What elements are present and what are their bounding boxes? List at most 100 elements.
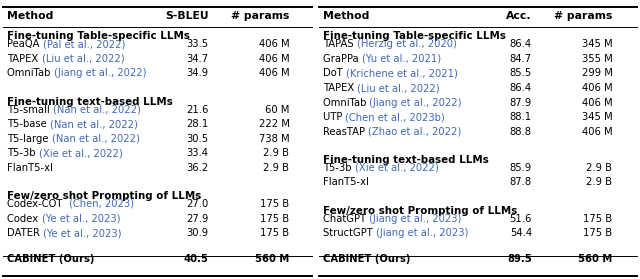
Text: Few/zero shot Prompting of LLMs: Few/zero shot Prompting of LLMs [323,206,517,216]
Text: TAPEX: TAPEX [8,54,42,64]
Text: OmniTab: OmniTab [8,68,54,78]
Text: 88.8: 88.8 [510,127,532,137]
Text: ChatGPT: ChatGPT [323,213,369,223]
Text: (Yu et al., 2021): (Yu et al., 2021) [362,54,441,64]
Text: StructGPT: StructGPT [323,228,376,238]
Text: Acc.: Acc. [506,11,532,21]
Text: 88.1: 88.1 [509,112,532,122]
Text: 175 B: 175 B [584,213,612,223]
Text: # params: # params [554,11,612,21]
Text: 33.5: 33.5 [187,39,209,49]
Text: 2.9 B: 2.9 B [264,163,289,173]
Text: Fine-tuning text-based LLMs: Fine-tuning text-based LLMs [8,97,173,107]
Text: 406 M: 406 M [582,127,612,137]
Text: 2.9 B: 2.9 B [586,177,612,187]
Text: 34.9: 34.9 [187,68,209,78]
Text: 222 M: 222 M [259,119,289,129]
Text: (Jiang et al., 2022): (Jiang et al., 2022) [369,98,462,108]
Text: FlanT5-xl: FlanT5-xl [323,177,369,187]
Text: Codex-COT: Codex-COT [8,199,69,209]
Text: 299 M: 299 M [582,68,612,78]
Text: (Jiang et al., 2023): (Jiang et al., 2023) [376,228,468,238]
Text: 30.5: 30.5 [187,134,209,144]
Text: 27.0: 27.0 [186,199,209,209]
Text: 60 M: 60 M [265,105,289,115]
Text: DATER: DATER [8,228,44,238]
Text: # params: # params [231,11,289,21]
Text: T5-base: T5-base [8,119,51,129]
Text: 345 M: 345 M [582,112,612,122]
Text: 30.9: 30.9 [187,228,209,238]
Text: UTP: UTP [323,112,346,122]
Text: 2.9 B: 2.9 B [264,148,289,158]
Text: (Nan et al., 2022): (Nan et al., 2022) [53,105,141,115]
Text: 34.7: 34.7 [187,54,209,64]
Text: TAPAS: TAPAS [323,39,356,49]
Text: 86.4: 86.4 [509,83,532,93]
Text: (Krichene et al., 2021): (Krichene et al., 2021) [346,68,458,78]
Text: 406 M: 406 M [259,54,289,64]
Text: Fine-tuning Table-specific LLMs: Fine-tuning Table-specific LLMs [323,31,506,41]
Text: 406 M: 406 M [259,39,289,49]
Text: (Herzig et al., 2020): (Herzig et al., 2020) [356,39,456,49]
Text: Codex: Codex [8,213,42,223]
Text: 560 M: 560 M [255,254,289,264]
Text: T5-3b: T5-3b [8,148,39,158]
Text: 36.2: 36.2 [186,163,209,173]
Text: (Ye et al., 2023): (Ye et al., 2023) [44,228,122,238]
Text: (Ye et al., 2023): (Ye et al., 2023) [42,213,120,223]
Text: CABINET (Ours): CABINET (Ours) [323,254,410,264]
Text: 33.4: 33.4 [187,148,209,158]
Text: T5-large: T5-large [8,134,52,144]
Text: Few/zero shot Prompting of LLMs: Few/zero shot Prompting of LLMs [8,191,202,201]
Text: 28.1: 28.1 [186,119,209,129]
Text: T5-3b: T5-3b [323,163,355,173]
Text: 84.7: 84.7 [509,54,532,64]
Text: GraPPa: GraPPa [323,54,362,64]
Text: (Liu et al., 2022): (Liu et al., 2022) [42,54,124,64]
Text: (Chen et al., 2023b): (Chen et al., 2023b) [346,112,445,122]
Text: 86.4: 86.4 [509,39,532,49]
Text: 21.6: 21.6 [186,105,209,115]
Text: 406 M: 406 M [259,68,289,78]
Text: S-BLEU: S-BLEU [165,11,209,21]
Text: (Chen, 2023): (Chen, 2023) [69,199,134,209]
Text: (Xie et al., 2022): (Xie et al., 2022) [39,148,123,158]
Text: (Jiang et al., 2022): (Jiang et al., 2022) [54,68,147,78]
Text: CABINET (Ours): CABINET (Ours) [8,254,95,264]
Text: Fine-tuning Table-specific LLMs: Fine-tuning Table-specific LLMs [8,31,190,41]
Text: (Liu et al., 2022): (Liu et al., 2022) [357,83,440,93]
Text: 54.4: 54.4 [509,228,532,238]
Text: (Zhao et al., 2022): (Zhao et al., 2022) [368,127,461,137]
Text: (Nan et al., 2022): (Nan et al., 2022) [52,134,140,144]
Text: FlanT5-xl: FlanT5-xl [8,163,53,173]
Text: T5-small: T5-small [8,105,53,115]
Text: (Nan et al., 2022): (Nan et al., 2022) [51,119,138,129]
Text: 27.9: 27.9 [186,213,209,223]
Text: 345 M: 345 M [582,39,612,49]
Text: 175 B: 175 B [260,199,289,209]
Text: 175 B: 175 B [260,213,289,223]
Text: 85.9: 85.9 [509,163,532,173]
Text: (Pal et al., 2022): (Pal et al., 2022) [43,39,125,49]
Text: 2.9 B: 2.9 B [586,163,612,173]
Text: Method: Method [8,11,54,21]
Text: Method: Method [323,11,369,21]
Text: 406 M: 406 M [582,98,612,108]
Text: ReasTAP: ReasTAP [323,127,368,137]
Text: 85.5: 85.5 [509,68,532,78]
Text: 355 M: 355 M [582,54,612,64]
Text: 175 B: 175 B [260,228,289,238]
Text: 51.6: 51.6 [509,213,532,223]
Text: 40.5: 40.5 [184,254,209,264]
Text: 87.8: 87.8 [509,177,532,187]
Text: TAPEX: TAPEX [323,83,357,93]
Text: 406 M: 406 M [582,83,612,93]
Text: Fine-tuning text-based LLMs: Fine-tuning text-based LLMs [323,155,488,165]
Text: (Jiang et al., 2023): (Jiang et al., 2023) [369,213,461,223]
Text: 738 M: 738 M [259,134,289,144]
Text: DoT: DoT [323,68,346,78]
Text: OmniTab: OmniTab [323,98,369,108]
Text: PeaQA: PeaQA [8,39,43,49]
Text: 87.9: 87.9 [509,98,532,108]
